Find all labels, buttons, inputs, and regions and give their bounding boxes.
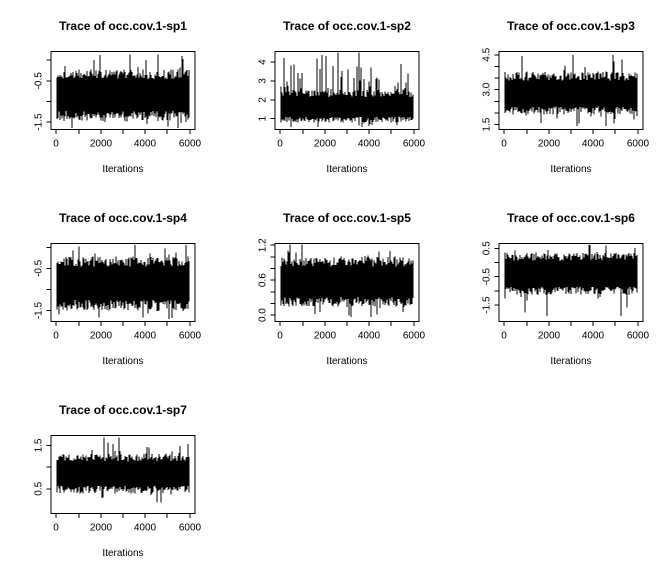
plot-axes: 0 2000 4000 6000 -0.5 -1.5 <box>34 51 202 150</box>
plot-title: Trace of occ.cov.1-sp1 <box>59 19 187 33</box>
x-tick-label: 6000 <box>627 331 650 342</box>
x-tick-label: 4000 <box>358 331 381 342</box>
y-tick-label: -1.5 <box>34 301 45 319</box>
x-tick-label: 0 <box>53 523 59 534</box>
y-tick-label: 4 <box>258 59 269 65</box>
trace-panel-sp4: Trace of occ.cov.1-sp4 Iterations 0 2000 4… <box>0 192 224 384</box>
x-axis-label: Iterations <box>326 356 367 367</box>
plot-title: Trace of occ.cov.1-sp7 <box>59 403 187 417</box>
x-tick-label: 6000 <box>179 523 202 534</box>
x-axis-label: Iterations <box>102 164 143 175</box>
trace-panel-sp1: Trace of occ.cov.1-sp1 Iterations 0 2000 4… <box>0 0 224 192</box>
x-tick-label: 4000 <box>134 139 157 150</box>
y-tick-label: 2 <box>258 97 269 103</box>
x-tick-label: 0 <box>277 331 283 342</box>
plot-axes: 0 2000 4000 6000 -0.5 -1.5 <box>34 243 202 342</box>
trace-panel-sp5: Trace of occ.cov.1-sp5 Iterations 0 2000 4… <box>224 192 448 384</box>
plot-title: Trace of occ.cov.1-sp4 <box>59 211 187 225</box>
x-tick-label: 2000 <box>538 331 561 342</box>
x-tick-label: 4000 <box>582 139 605 150</box>
x-tick-label: 2000 <box>90 331 113 342</box>
x-tick-label: 2000 <box>314 331 337 342</box>
plot-canvas-sp7: Trace of occ.cov.1-sp7 Iterations 0 2000 4… <box>34 403 202 559</box>
plot-title: Trace of occ.cov.1-sp5 <box>283 211 411 225</box>
plot-canvas-sp4: Trace of occ.cov.1-sp4 Iterations 0 2000 4… <box>34 211 202 367</box>
trace-panel-sp6: Trace of occ.cov.1-sp6 Iterations 0 2000 4… <box>448 192 672 384</box>
y-tick-label: 0.0 <box>258 308 269 322</box>
x-tick-label: 2000 <box>314 139 337 150</box>
x-tick-label: 6000 <box>179 139 202 150</box>
x-tick-label: 2000 <box>538 139 561 150</box>
plot-canvas-sp3: Trace of occ.cov.1-sp3 Iterations 0 2000 4… <box>482 19 650 175</box>
y-tick-label: -0.5 <box>34 72 45 90</box>
x-tick-label: 4000 <box>582 331 605 342</box>
y-tick-label: 3.0 <box>482 82 493 96</box>
plot-canvas-sp2: Trace of occ.cov.1-sp2 Iterations 0 2000 4… <box>258 19 426 175</box>
plot-title: Trace of occ.cov.1-sp2 <box>283 19 411 33</box>
plot-title: Trace of occ.cov.1-sp6 <box>507 211 635 225</box>
trace-line <box>504 244 638 316</box>
plot-axes: 0 2000 4000 6000 4 3 2 1 <box>258 51 426 150</box>
y-tick-label: 0.5 <box>482 241 493 255</box>
trace-line <box>56 437 190 503</box>
x-tick-label: 6000 <box>403 139 426 150</box>
x-tick-label: 0 <box>53 139 59 150</box>
y-tick-label: -0.5 <box>34 259 45 277</box>
trace-panel-sp7: Trace of occ.cov.1-sp7 Iterations 0 2000 4… <box>0 384 224 576</box>
x-tick-label: 0 <box>277 139 283 150</box>
plot-canvas-sp6: Trace of occ.cov.1-sp6 Iterations 0 2000 4… <box>482 211 650 367</box>
x-tick-label: 0 <box>501 139 507 150</box>
x-tick-label: 6000 <box>627 139 650 150</box>
y-tick-label: 1.5 <box>34 438 45 452</box>
x-axis-label: Iterations <box>326 164 367 175</box>
y-tick-label: -1.5 <box>482 296 493 314</box>
y-tick-label: 1.5 <box>482 117 493 131</box>
plot-axes: 0 2000 4000 6000 0.5 -0.5 -1.5 <box>482 241 650 342</box>
y-tick-label: 4.5 <box>482 47 493 61</box>
x-axis-label: Iterations <box>550 164 591 175</box>
plot-axes: 0 2000 4000 6000 4.5 3.0 1.5 <box>482 47 650 149</box>
trace-panel-sp3: Trace of occ.cov.1-sp3 Iterations 0 2000 4… <box>448 0 672 192</box>
x-tick-label: 2000 <box>90 523 113 534</box>
plot-canvas-sp5: Trace of occ.cov.1-sp5 Iterations 0 2000 4… <box>258 211 426 367</box>
trace-line <box>504 54 638 126</box>
x-axis-label: Iterations <box>102 548 143 559</box>
x-tick-label: 0 <box>501 331 507 342</box>
x-tick-label: 0 <box>53 331 59 342</box>
plot-axes: 0 2000 4000 6000 1.5 0.5 <box>34 435 202 534</box>
x-axis-label: Iterations <box>102 356 143 367</box>
trace-line <box>280 244 414 317</box>
x-tick-label: 4000 <box>134 331 157 342</box>
x-tick-label: 6000 <box>179 331 202 342</box>
plot-title: Trace of occ.cov.1-sp3 <box>507 19 635 33</box>
trace-line <box>280 52 414 128</box>
x-tick-label: 4000 <box>134 523 157 534</box>
trace-line <box>56 54 190 128</box>
x-tick-label: 4000 <box>358 139 381 150</box>
y-tick-label: -0.5 <box>482 268 493 286</box>
y-tick-label: 1.2 <box>258 238 269 252</box>
x-tick-label: 2000 <box>90 139 113 150</box>
empty-cell <box>448 384 672 576</box>
y-tick-label: 0.5 <box>34 481 45 495</box>
trace-panel-sp2: Trace of occ.cov.1-sp2 Iterations 0 2000 4… <box>224 0 448 192</box>
y-tick-label: -1.5 <box>34 113 45 131</box>
plot-canvas-sp1: Trace of occ.cov.1-sp1 Iterations 0 2000 4… <box>34 19 202 175</box>
trace-line <box>56 245 190 319</box>
y-tick-label: 1 <box>258 116 269 122</box>
x-axis-label: Iterations <box>550 356 591 367</box>
y-tick-label: 3 <box>258 78 269 84</box>
empty-cell <box>224 384 448 576</box>
x-tick-label: 6000 <box>403 331 426 342</box>
y-tick-label: 0.6 <box>258 273 269 287</box>
plot-axes: 0 2000 4000 6000 1.2 0.6 0.0 <box>258 238 426 342</box>
